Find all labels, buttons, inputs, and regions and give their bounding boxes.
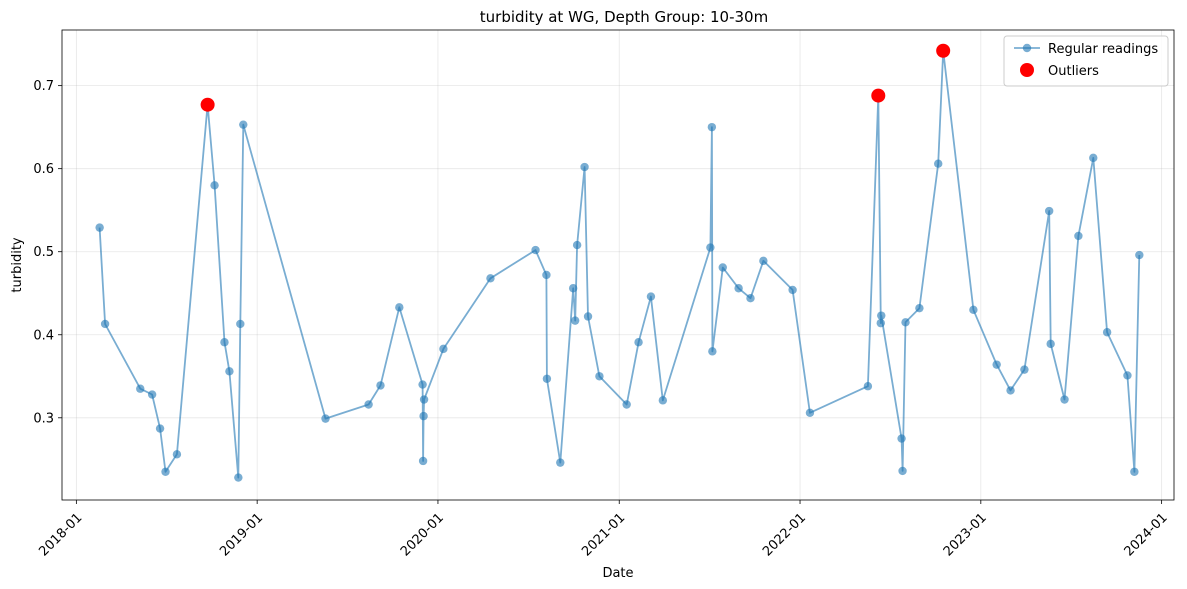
y-tick-label: 0.7 — [33, 79, 54, 94]
chart-title: turbidity at WG, Depth Group: 10-30m — [480, 8, 768, 26]
regular-reading-point — [915, 303, 924, 313]
regular-reading-point — [788, 285, 797, 295]
regular-reading-point — [583, 312, 593, 321]
regular-reading-point — [570, 316, 580, 325]
regular-readings-line — [98, 49, 1141, 479]
outlier-point — [871, 88, 886, 103]
regular-reading-point — [161, 467, 170, 476]
regular-reading-point — [595, 372, 604, 381]
regular-reading-point — [95, 223, 104, 232]
y-axis-ticks: 0.3 0.4 0.5 0.6 0.7 — [33, 79, 62, 426]
regular-reading-point — [901, 318, 910, 327]
x-axis-label: Date — [602, 566, 633, 581]
regular-reading-point — [897, 434, 906, 443]
regular-reading-point — [572, 240, 582, 250]
y-axis-label: turbidity — [10, 237, 25, 293]
y-tick-label: 0.5 — [33, 245, 54, 260]
regular-reading-point — [734, 284, 743, 293]
x-tick-label: 2019-01 — [217, 510, 266, 559]
x-tick-label: 2022-01 — [760, 510, 809, 559]
grid — [62, 30, 1174, 500]
regular-reading-point — [542, 270, 551, 280]
regular-reading-point — [531, 245, 540, 255]
regular-reading-point — [542, 374, 552, 383]
x-tick-label: 2023-01 — [941, 510, 990, 559]
legend-regular-marker — [1022, 43, 1032, 53]
regular-reading-point — [934, 159, 943, 168]
regular-reading-point — [805, 408, 815, 418]
y-tick-label: 0.4 — [33, 328, 54, 343]
regular-reading-point — [708, 347, 717, 356]
regular-reading-point — [898, 466, 907, 476]
x-axis-ticks: 2018-01 2019-01 2020-01 2021-01 2022-01 2023-… — [36, 500, 1171, 559]
regular-reading-point — [759, 256, 768, 266]
x-tick-label: 2018-01 — [36, 510, 85, 559]
legend-regular-label: Regular readings — [1048, 42, 1158, 57]
regular-reading-point — [706, 243, 715, 252]
regular-reading-point — [1060, 395, 1069, 404]
regular-reading-point — [1135, 250, 1144, 260]
regular-reading-point — [155, 424, 165, 433]
regular-reading-point — [556, 458, 565, 467]
regular-reading-point — [707, 122, 717, 132]
regular-reading-point — [225, 367, 234, 376]
regular-reading-point — [1123, 371, 1132, 380]
legend-frame — [1003, 35, 1169, 87]
regular-reading-point — [992, 360, 1001, 369]
regular-reading-point — [1130, 467, 1139, 476]
regular-reading-point — [634, 338, 643, 347]
regular-reading-point — [1044, 206, 1054, 216]
outlier-point — [936, 43, 951, 58]
regular-reading-point — [486, 274, 495, 283]
legend-outlier-marker — [1020, 63, 1034, 77]
regular-reading-point — [220, 338, 229, 347]
regular-reading-point — [1020, 365, 1029, 374]
x-tick-label: 2020-01 — [398, 510, 447, 559]
regular-reading-point — [1006, 386, 1015, 395]
regular-reading-point — [580, 162, 589, 172]
legend: Regular readings Outliers — [1003, 35, 1169, 87]
regular-reading-point — [239, 120, 248, 129]
x-tick-label: 2021-01 — [579, 510, 628, 559]
regular-reading-point — [1074, 231, 1083, 241]
regular-reading-point — [622, 400, 631, 409]
regular-reading-point — [863, 382, 873, 391]
regular-reading-point — [718, 263, 727, 272]
outlier-point — [200, 97, 215, 112]
y-tick-label: 0.3 — [33, 411, 54, 426]
regular-reading-point — [210, 181, 219, 190]
regular-reading-point — [419, 411, 428, 421]
y-tick-label: 0.6 — [33, 162, 54, 177]
regular-reading-point — [364, 400, 373, 409]
regular-reading-point — [395, 303, 404, 312]
plot-area — [95, 43, 1144, 482]
regular-reading-point — [100, 319, 110, 329]
plot-frame — [61, 29, 1175, 501]
regular-reading-point — [376, 381, 385, 390]
regular-reading-point — [877, 311, 886, 320]
regular-reading-point — [876, 318, 885, 328]
regular-reading-point — [419, 395, 429, 404]
regular-reading-point — [646, 292, 656, 301]
regular-reading-point — [1046, 339, 1055, 349]
regular-reading-point — [568, 284, 578, 293]
regular-reading-point — [418, 380, 427, 389]
regular-reading-point — [746, 294, 755, 303]
regular-reading-point — [321, 414, 330, 423]
legend-outlier-label: Outliers — [1048, 64, 1099, 79]
regular-reading-point — [418, 456, 428, 466]
regular-reading-point — [234, 473, 243, 482]
x-tick-label: 2024-01 — [1122, 510, 1171, 559]
regular-reading-point — [1102, 328, 1112, 337]
regular-reading-point — [136, 384, 145, 393]
regular-reading-point — [147, 390, 157, 399]
regular-reading-point — [439, 344, 448, 354]
regular-reading-point — [658, 396, 668, 405]
regular-reading-point — [236, 319, 245, 329]
regular-reading-point — [969, 305, 978, 315]
regular-reading-point — [1089, 153, 1098, 163]
regular-reading-point — [172, 450, 182, 459]
